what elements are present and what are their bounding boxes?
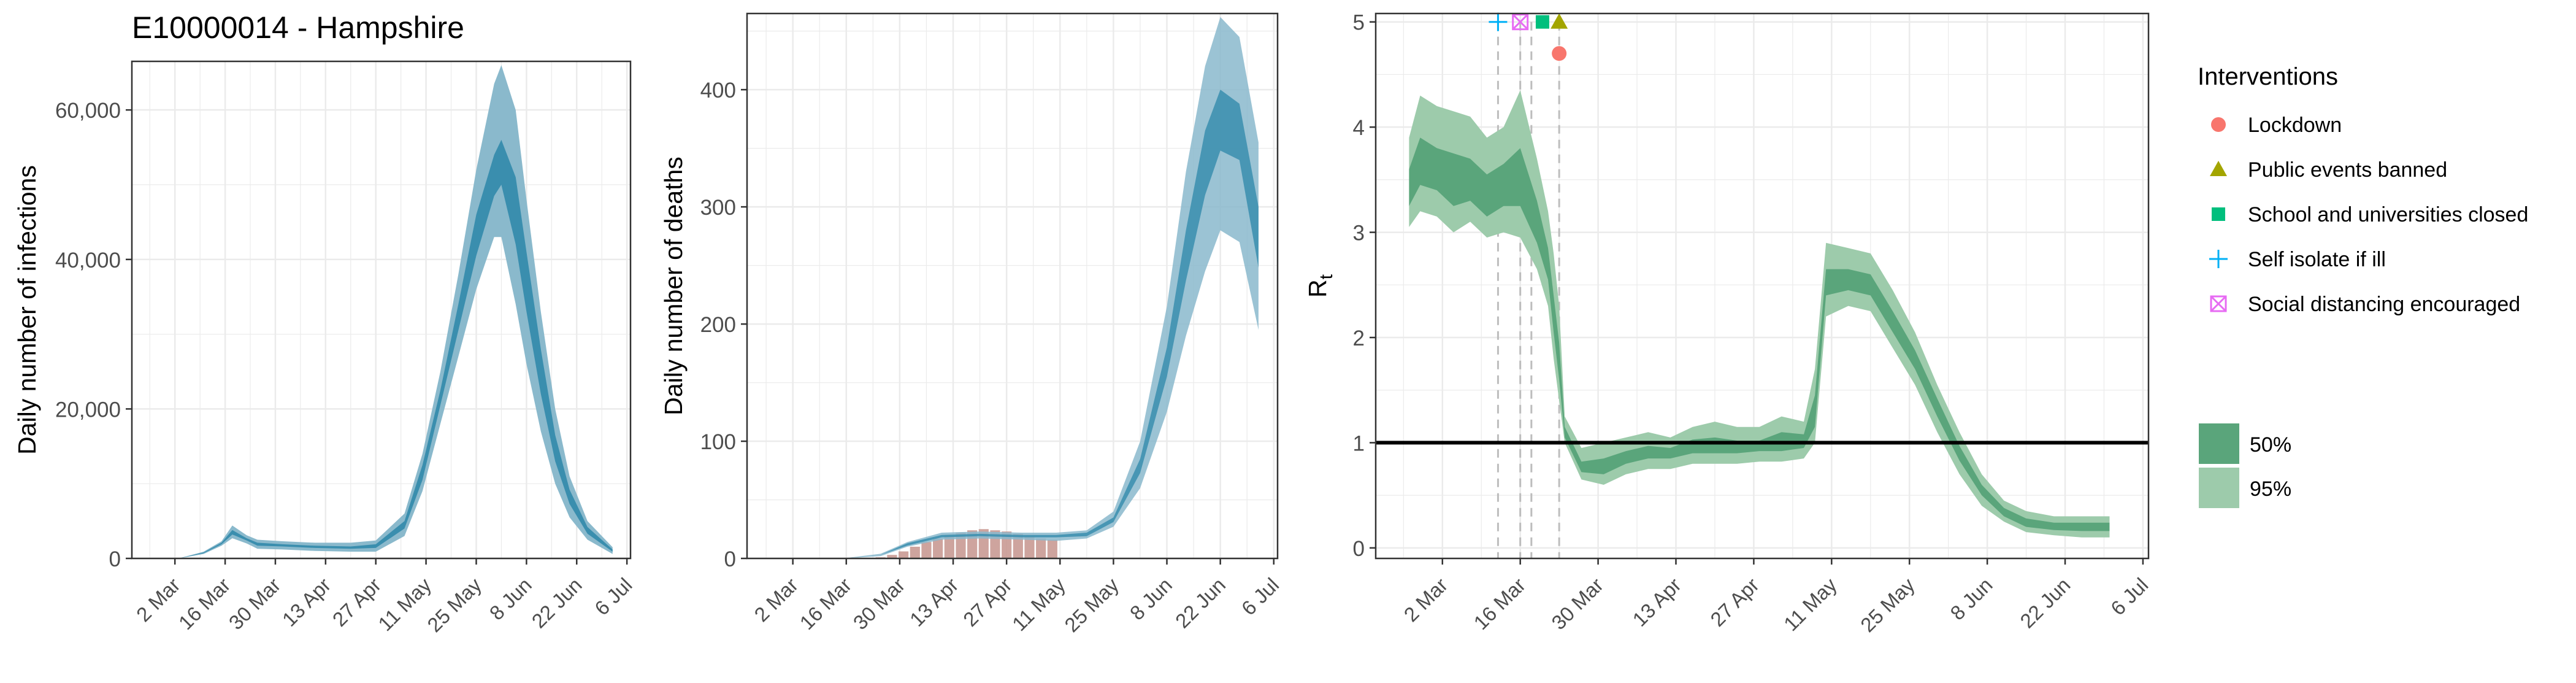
death-bar <box>1036 538 1046 558</box>
y-tick-label: 40,000 <box>55 249 121 272</box>
death-bar <box>921 542 932 558</box>
legend-label: Social distancing encouraged <box>2248 293 2520 316</box>
x-tick-label: 2 Mar <box>1399 573 1452 626</box>
y-tick-label: 2 <box>1353 326 1365 350</box>
y-axis-label-text: R <box>1303 279 1332 298</box>
intervention-marker-circle <box>1552 46 1567 61</box>
intervention-marker-triangle <box>1551 13 1568 29</box>
y-axis-label: Daily number of infections <box>13 165 41 455</box>
x-tick-label: 11 May <box>1779 573 1841 635</box>
y-axis-label-text: Daily number of infections <box>13 165 41 455</box>
grid <box>1376 14 2149 558</box>
death-bar <box>933 538 943 558</box>
legend-key-circle <box>2211 117 2226 132</box>
x-tick-label: 16 Mar <box>795 573 856 634</box>
y-tick-label: 300 <box>700 196 736 220</box>
x-tick-label: 25 May <box>1060 573 1123 636</box>
band-50pct <box>842 90 1259 559</box>
x-tick-label: 16 Mar <box>174 573 235 634</box>
legend-band-key <box>2199 423 2239 464</box>
y-tick-label: 400 <box>700 79 736 102</box>
panel-border <box>1374 12 2150 560</box>
x-tick-label: 16 Mar <box>1469 573 1530 634</box>
legend-key-square <box>2212 207 2225 221</box>
legend-band-label: 50% <box>2250 433 2291 457</box>
figure-title: E10000014 - Hampshire <box>132 10 464 45</box>
x-tick-label: 8 Jun <box>1945 573 1996 624</box>
band-95pct <box>842 17 1259 558</box>
x-tick-label: 11 May <box>1008 573 1070 635</box>
grid <box>132 61 631 560</box>
x-tick-label: 25 May <box>423 573 486 636</box>
legend-label: Lockdown <box>2248 114 2342 137</box>
intervention-marker-plus <box>1489 12 1508 31</box>
y-tick-label: 5 <box>1353 11 1365 35</box>
y-tick-label: 20,000 <box>55 398 121 422</box>
y-tick-label: 4 <box>1353 116 1365 140</box>
legend-label: Public events banned <box>2248 158 2447 182</box>
x-tick-label: 22 Jun <box>527 573 586 632</box>
panel-border <box>131 60 632 560</box>
x-tick-label: 25 May <box>1856 573 1919 636</box>
death-bar <box>887 555 897 558</box>
y-tick-label: 0 <box>109 547 121 571</box>
death-bar <box>944 534 954 558</box>
x-tick-label: 30 Mar <box>849 573 910 634</box>
band-95pct <box>1409 90 2110 538</box>
panel-border <box>746 12 1279 560</box>
legend-key-square-x <box>2210 295 2227 312</box>
x-tick-label: 30 Mar <box>1547 573 1608 634</box>
death-bar <box>1024 536 1035 558</box>
x-tick-label: 6 Jul <box>1237 573 1283 619</box>
x-tick-label: 22 Jun <box>1171 573 1230 632</box>
x-tick-label: 30 Mar <box>224 573 285 634</box>
intervention-marker-square <box>1535 15 1549 29</box>
y-tick-label: 3 <box>1353 222 1365 245</box>
legend-band-key <box>2199 468 2239 508</box>
intervention-marker-square-x <box>1512 14 1529 31</box>
band-50pct <box>1409 137 2110 531</box>
y-tick-label: 100 <box>700 430 736 454</box>
band-50pct <box>178 139 613 558</box>
band-95pct <box>178 65 613 559</box>
legend-label: School and universities closed <box>2248 203 2528 226</box>
y-axis-label-text: Daily number of deaths <box>659 156 688 415</box>
x-tick-label: 27 Apr <box>1706 573 1763 631</box>
x-tick-label: 13 Apr <box>1628 573 1685 631</box>
y-tick-label: 200 <box>700 313 736 337</box>
x-tick-label: 13 Apr <box>905 573 963 631</box>
x-tick-label: 6 Jul <box>2106 573 2152 619</box>
death-bar <box>1047 539 1057 558</box>
legend-label: Self isolate if ill <box>2248 248 2386 271</box>
legend-interventions-title: Interventions <box>2198 63 2338 90</box>
legend-bands: 50% 95% <box>2199 423 2291 508</box>
x-tick-label: 13 Apr <box>278 573 335 631</box>
legend-key-triangle <box>2210 161 2227 176</box>
x-tick-label: 27 Apr <box>959 573 1016 631</box>
x-tick-label: 11 May <box>374 573 435 635</box>
y-tick-label: 60,000 <box>55 99 121 123</box>
y-axis-label: Rt <box>1303 274 1336 298</box>
y-axis-label: Daily number of deaths <box>659 156 688 415</box>
y-tick-label: 1 <box>1353 431 1365 455</box>
legend-key-plus <box>2209 250 2228 268</box>
y-tick-label: 0 <box>1353 537 1365 561</box>
x-tick-label: 6 Jul <box>590 573 636 619</box>
legend-interventions: Interventions Lockdown Public events bann… <box>2198 63 2528 316</box>
y-tick-label: 0 <box>724 547 736 571</box>
death-bar <box>1013 533 1023 558</box>
death-bar <box>899 551 909 558</box>
x-tick-label: 22 Jun <box>2015 573 2074 632</box>
y-axis-label-subscript: t <box>1316 274 1336 279</box>
x-tick-label: 2 Mar <box>749 573 802 626</box>
death-bar <box>910 546 920 558</box>
legend-band-label: 95% <box>2250 477 2291 501</box>
x-tick-label: 8 Jun <box>1125 573 1176 624</box>
panel-rt: 0 1 2 3 4 5 2 Mar 16 Mar 30 Mar 13 Apr 27 Apr 11 Ma… <box>1303 11 2152 636</box>
